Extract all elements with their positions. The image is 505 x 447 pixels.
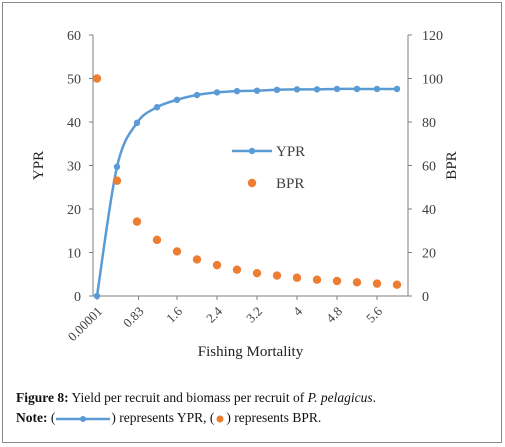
bpr-point	[312, 275, 322, 284]
legend-bpr-marker	[247, 178, 257, 188]
chart: 0 10 20 30 40 50 60 0 20 40 60 80 100 120 0.00001 0.83 1…	[31, 29, 460, 360]
y-tick-label-right: 40	[422, 203, 436, 218]
y-tick-label-left: 0	[74, 290, 81, 305]
y-tick-label-right: 60	[422, 160, 436, 175]
ypr-point	[233, 87, 241, 95]
x-tick-label: 5.6	[363, 303, 385, 325]
x-tick-label: 3.2	[243, 304, 265, 326]
bpr-point	[392, 280, 402, 289]
ypr-legend-symbol	[56, 416, 111, 422]
x-tick-label: 1.6	[163, 303, 185, 325]
caption-text: Yield per recruit and biomass per recrui…	[68, 390, 308, 405]
bpr-point	[252, 268, 262, 278]
bpr-point	[232, 265, 242, 274]
y-tick-label-right: 120	[422, 29, 443, 44]
note-open: (	[47, 410, 56, 425]
bpr-point	[212, 260, 222, 270]
ypr-point	[213, 89, 221, 96]
x-axis-title: Fishing Mortality	[198, 344, 304, 360]
figure-frame	[2, 2, 502, 443]
ypr-line	[95, 87, 397, 297]
ypr-point	[353, 85, 361, 93]
y-tick-label-left: 30	[67, 160, 81, 175]
x-tick-label: 0.00001	[65, 304, 105, 344]
ypr-point	[333, 85, 341, 93]
bpr-point	[92, 74, 102, 83]
bpr-point	[172, 247, 182, 256]
bpr-point	[372, 279, 382, 288]
y-tick-label-left: 60	[67, 29, 81, 44]
y-tick-label-left: 10	[67, 247, 81, 262]
ypr-point	[133, 119, 141, 127]
note-label: Note:	[16, 410, 48, 425]
figure-label: Figure 8:	[16, 390, 69, 405]
ypr-point	[313, 86, 321, 93]
figure-caption: Figure 8: Yield per recruit and biomass …	[16, 390, 496, 406]
legend-bpr-label: BPR	[276, 176, 304, 192]
y-tick-label-left: 50	[67, 73, 81, 88]
ypr-point	[253, 87, 261, 94]
figure-note: Note: ( ) represents YPR, ( ) represents B…	[16, 410, 496, 426]
y-tick-label-right: 0	[422, 290, 429, 305]
ypr-point	[273, 86, 281, 94]
ypr-point	[373, 85, 381, 93]
x-tick-label: 4	[290, 303, 306, 319]
ypr-point	[293, 86, 301, 93]
note-ypr-text: ) represents YPR, (	[111, 410, 215, 425]
x-tick-label: 0.83	[120, 304, 147, 331]
legend-ypr-marker	[248, 147, 256, 155]
y-tick-label-left: 20	[67, 203, 81, 218]
legend-ypr-label: YPR	[276, 144, 305, 160]
bpr-point	[332, 276, 342, 286]
ypr-point	[153, 104, 161, 111]
y-tick-label-right: 100	[422, 73, 443, 88]
bpr-point	[292, 273, 302, 282]
y-axis-title-left: YPR	[31, 151, 47, 180]
bpr-point	[352, 278, 362, 287]
note-bpr-text: ) represents BPR.	[226, 410, 322, 425]
bpr-point	[152, 235, 162, 245]
ypr-point	[393, 85, 401, 93]
bpr-point	[272, 271, 282, 280]
ypr-point	[173, 96, 181, 104]
bpr-point	[132, 217, 142, 226]
bpr-point	[112, 176, 122, 185]
y-tick-label-right: 80	[422, 116, 436, 131]
bpr-legend-symbol	[216, 415, 224, 423]
x-tick-label: 4.8	[323, 304, 345, 326]
species-name: P. pelagicus	[307, 390, 373, 405]
ypr-point	[93, 292, 101, 300]
y-tick-label-left: 40	[67, 116, 81, 131]
ypr-point	[193, 91, 201, 99]
ypr-point	[113, 163, 121, 171]
bpr-point	[192, 255, 202, 264]
caption-period: .	[372, 390, 377, 405]
x-tick-label: 2.4	[203, 303, 225, 325]
y-tick-label-right: 20	[422, 247, 436, 262]
y-axis-title-right: BPR	[444, 151, 460, 179]
